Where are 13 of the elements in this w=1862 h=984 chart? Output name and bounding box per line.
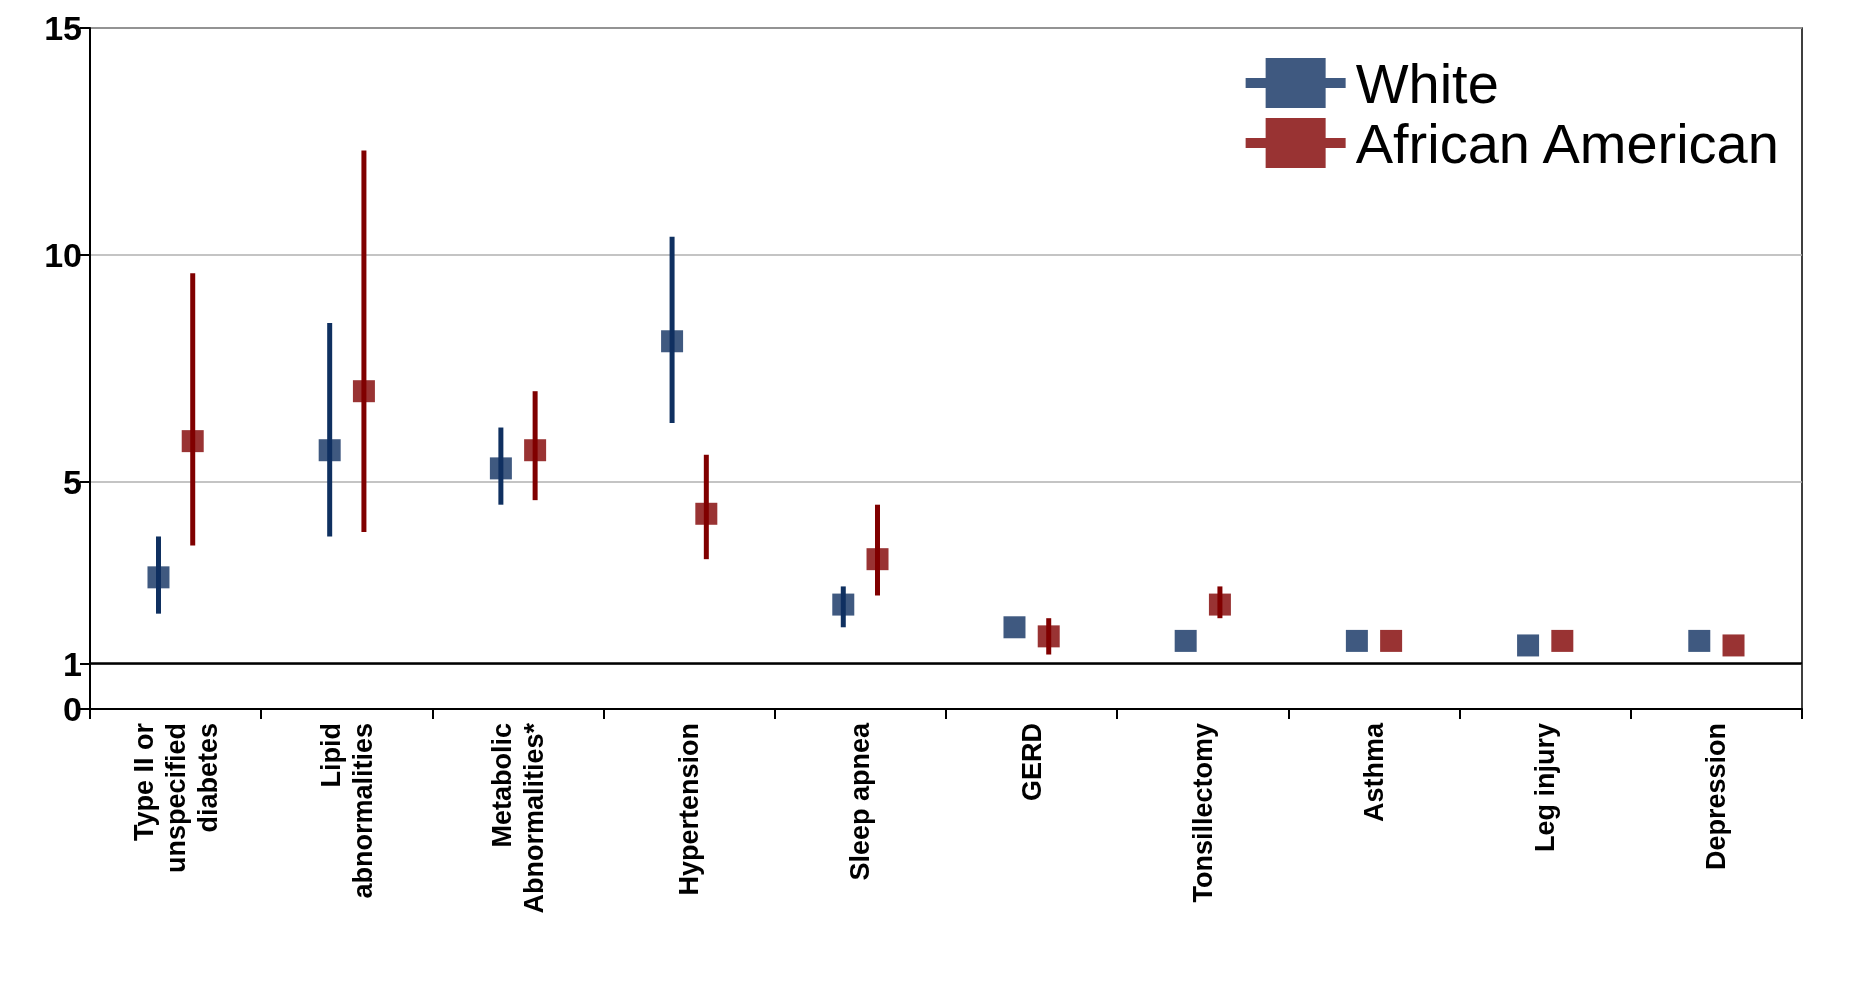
x-tick-label: Asthma bbox=[1359, 722, 1389, 823]
y-tick-label: 0 bbox=[63, 690, 82, 728]
y-tick-label: 15 bbox=[44, 9, 82, 47]
x-tick-label: Leg injury bbox=[1530, 723, 1561, 853]
y-tick-label: 5 bbox=[63, 463, 82, 501]
y-tick-label: 1 bbox=[63, 644, 82, 683]
x-tick-label: GERD bbox=[1016, 723, 1047, 802]
x-tick-label: Hypertension bbox=[674, 723, 705, 896]
x-tick-label: Sleep apnea bbox=[845, 722, 876, 881]
x-tick-label: Type II or unspecified diabetes bbox=[128, 722, 223, 874]
y-tick-label: 10 bbox=[44, 236, 82, 274]
x-tick-label: Tonsillectomy bbox=[1187, 723, 1218, 903]
x-tick-label: Depression bbox=[1701, 723, 1732, 871]
